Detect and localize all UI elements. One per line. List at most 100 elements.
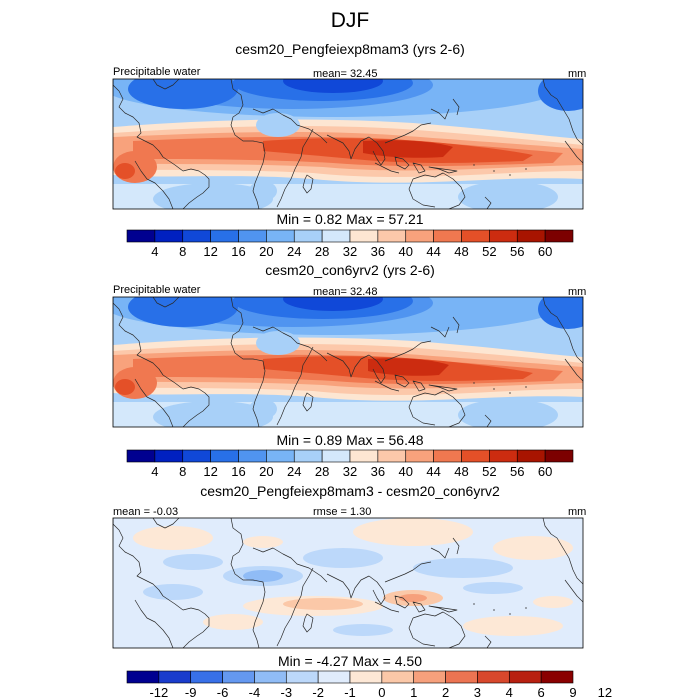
colorbar-1-box (266, 229, 295, 243)
panel-3-rmse-label: rmse = 1.30 (313, 506, 372, 518)
colorbar-2-tick-label: 60 (538, 464, 552, 479)
colorbar-3-tick-label: 3 (474, 685, 481, 700)
colorbar-2-box (489, 449, 518, 463)
colorbar-1-tick-label: 28 (315, 244, 329, 259)
colorbar-1-tick-label: 40 (399, 244, 413, 259)
panel-1-units-label: mm (568, 68, 587, 80)
colorbar-1-tick-label: 44 (426, 244, 440, 259)
colorbar-1-tick-label: 12 (203, 244, 217, 259)
colorbar-3-box (126, 670, 160, 684)
colorbar-2-box (405, 449, 434, 463)
colorbar-3-box (158, 670, 192, 684)
colorbar-3-tick-label: -4 (249, 685, 261, 700)
colorbar-1-box (489, 229, 518, 243)
colorbar-1-box (126, 229, 156, 243)
colorbar-2-box (433, 449, 462, 463)
colorbar-3-box (349, 670, 383, 684)
colorbar-2-box (461, 449, 490, 463)
colorbar-2-box (293, 449, 323, 463)
colorbar-2-box (238, 449, 267, 463)
colorbar-1-box (405, 229, 434, 243)
colorbar-3-tick-label: -3 (281, 685, 293, 700)
colorbar-3-tick-label: 0 (378, 685, 385, 700)
panel-1-map (112, 78, 584, 210)
colorbar-3-tick-label: -6 (217, 685, 229, 700)
colorbar-1-tick-label: 48 (454, 244, 468, 259)
colorbar-2-box (321, 449, 351, 463)
panel-3-minmax: Min = -4.27 Max = 4.50 (278, 653, 422, 669)
colorbar-1-box (210, 229, 239, 243)
colorbar-2-box (266, 449, 295, 463)
panel-3-units-label: mm (568, 506, 587, 518)
colorbar-2-tick-label: 16 (231, 464, 245, 479)
colorbar-1-box (433, 229, 462, 243)
colorbar-3-box (254, 670, 287, 684)
panel-2-variable-label: Precipitable water (113, 284, 201, 296)
colorbar-3-box (222, 670, 255, 684)
colorbar-1-box (516, 229, 546, 243)
panel-1-subtitle: cesm20_Pengfeiexp8mam3 (yrs 2-6) (235, 41, 465, 57)
panel-1-minmax: Min = 0.82 Max = 57.21 (276, 211, 424, 227)
colorbar-2-tick-label: 40 (399, 464, 413, 479)
colorbar-2-tick-label: 4 (151, 464, 158, 479)
colorbar-2-box (516, 449, 546, 463)
colorbar-3-tick-label: -2 (312, 685, 324, 700)
colorbar-2-box (544, 449, 574, 463)
colorbar-1-tick-label: 52 (482, 244, 496, 259)
colorbar-1-tick-label: 16 (231, 244, 245, 259)
colorbar-1-box (544, 229, 574, 243)
colorbar-1-tick-label: 8 (179, 244, 186, 259)
panel-3-subtitle: cesm20_Pengfeiexp8mam3 - cesm20_con6yrv2 (200, 483, 500, 499)
colorbar-2-tick-label: 44 (426, 464, 440, 479)
colorbar-3-tick-label: 1 (410, 685, 417, 700)
colorbar-1-box (461, 229, 490, 243)
colorbar-1-box (154, 229, 184, 243)
colorbar-2-tick-label: 28 (315, 464, 329, 479)
panel-2-mean-label: mean= 32.48 (313, 286, 378, 298)
colorbar-3-box (413, 670, 446, 684)
colorbar-1-box (293, 229, 323, 243)
colorbar-3-tick-label: 4 (506, 685, 513, 700)
colorbar-1-tick-label: 20 (259, 244, 273, 259)
colorbar-2-box (349, 449, 379, 463)
colorbar-3-box (540, 670, 574, 684)
colorbar-1-tick-label: 32 (343, 244, 357, 259)
colorbar-1-box (182, 229, 211, 243)
panel-2-subtitle: cesm20_con6yrv2 (yrs 2-6) (265, 262, 435, 278)
colorbar-1-tick-label: 4 (151, 244, 158, 259)
colorbar-2-tick-label: 20 (259, 464, 273, 479)
panel-2-units-label: mm (568, 286, 587, 298)
colorbar-1-tick-label: 36 (371, 244, 385, 259)
colorbar-1-box (321, 229, 351, 243)
colorbar-3-box (317, 670, 351, 684)
colorbar-2-tick-label: 24 (287, 464, 301, 479)
colorbar-3-tick-label: 6 (538, 685, 545, 700)
colorbar-1-box (377, 229, 407, 243)
colorbar-1-tick-label: 60 (538, 244, 552, 259)
panel-3-map (112, 517, 584, 649)
colorbar-2-tick-label: 8 (179, 464, 186, 479)
colorbar-2-tick-label: 36 (371, 464, 385, 479)
colorbar-3-box (190, 670, 223, 684)
colorbar-2-tick-label: 56 (510, 464, 524, 479)
colorbar-1-tick-label: 56 (510, 244, 524, 259)
panel-1-variable-label: Precipitable water (113, 66, 201, 78)
colorbar-3-tick-label: 9 (569, 685, 576, 700)
colorbar-3-box (381, 670, 415, 684)
colorbar-2-box (126, 449, 156, 463)
colorbar-3-box (285, 670, 319, 684)
colorbar-2-box (377, 449, 407, 463)
colorbar-2-tick-label: 52 (482, 464, 496, 479)
colorbar-3-tick-label: -9 (185, 685, 197, 700)
figure-title: DJF (330, 9, 370, 32)
colorbar-3-box (445, 670, 478, 684)
panel-3-mean-label: mean = -0.03 (113, 506, 179, 518)
colorbar-2-box (210, 449, 239, 463)
panel-2-map (112, 296, 584, 428)
colorbar-2-box (154, 449, 184, 463)
colorbar-3-tick-label: 2 (442, 685, 449, 700)
colorbar-3-box (508, 670, 542, 684)
panel-1-mean-label: mean= 32.45 (313, 68, 378, 80)
colorbar-1-box (238, 229, 267, 243)
